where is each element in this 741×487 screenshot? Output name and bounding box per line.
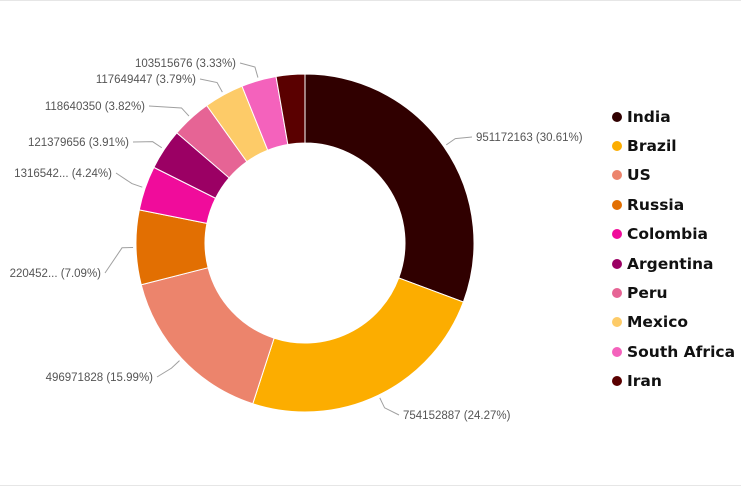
legend-item[interactable]: Colombia xyxy=(612,220,741,249)
legend-label: South Africa xyxy=(627,342,736,361)
leader-line xyxy=(156,360,180,378)
legend-item[interactable]: South Africa xyxy=(612,337,741,366)
legend-label: Peru xyxy=(627,284,668,303)
slice-us[interactable] xyxy=(140,267,275,405)
legend-marker xyxy=(612,317,622,328)
legend-marker xyxy=(612,229,622,240)
leader-line xyxy=(239,62,259,78)
legend-label: Russia xyxy=(627,195,685,214)
legend-label: Iran xyxy=(627,372,662,391)
leader-line xyxy=(379,397,400,416)
legend-marker xyxy=(612,170,622,181)
legend-label: Argentina xyxy=(627,254,714,273)
legend-marker xyxy=(612,141,622,152)
data-label: 1316542... (4.24%) xyxy=(14,168,112,180)
data-label: 220452... (7.09%) xyxy=(10,268,102,280)
leader-line xyxy=(132,141,163,149)
legend-item[interactable]: Argentina xyxy=(612,249,741,278)
data-label: 117649447 (3.79%) xyxy=(96,74,196,86)
legend-marker xyxy=(612,199,622,210)
data-label: 951172163 (30.61%) xyxy=(476,132,583,144)
legend-label: India xyxy=(627,107,671,126)
legend-label: Colombia xyxy=(627,225,709,244)
legend-label: Mexico xyxy=(627,313,689,332)
legend-marker xyxy=(612,376,622,387)
leader-line xyxy=(115,172,143,188)
legend-label: Brazil xyxy=(627,137,677,156)
slice-iran[interactable] xyxy=(275,73,306,146)
data-label: 121379656 (3.91%) xyxy=(28,137,129,149)
slice-brazil[interactable] xyxy=(252,277,465,413)
legend-marker xyxy=(612,111,622,122)
legend: India Brazil US Russia Colombia Argentina Peru… xyxy=(612,102,741,396)
data-label: 103515676 (3.33%) xyxy=(135,58,236,70)
legend-item[interactable]: Russia xyxy=(612,190,741,219)
data-label: 754152887 (24.27%) xyxy=(403,410,511,422)
legend-marker xyxy=(612,288,622,299)
legend-item[interactable]: US xyxy=(612,161,741,190)
legend-item[interactable]: Peru xyxy=(612,278,741,307)
leader-line xyxy=(199,78,223,93)
legend-marker xyxy=(612,346,622,357)
data-label: 118640350 (3.82%) xyxy=(45,101,145,113)
data-label: 496971828 (15.99%) xyxy=(46,372,154,384)
leader-line xyxy=(445,136,473,146)
leader-line xyxy=(148,105,190,117)
legend-label: US xyxy=(627,166,651,185)
legend-item[interactable]: Mexico xyxy=(612,308,741,337)
legend-item[interactable]: Iran xyxy=(612,367,741,396)
legend-item[interactable]: India xyxy=(612,102,741,131)
leader-line xyxy=(104,247,134,274)
slice-india[interactable] xyxy=(304,73,475,303)
legend-item[interactable]: Brazil xyxy=(612,131,741,160)
legend-marker xyxy=(612,258,622,269)
